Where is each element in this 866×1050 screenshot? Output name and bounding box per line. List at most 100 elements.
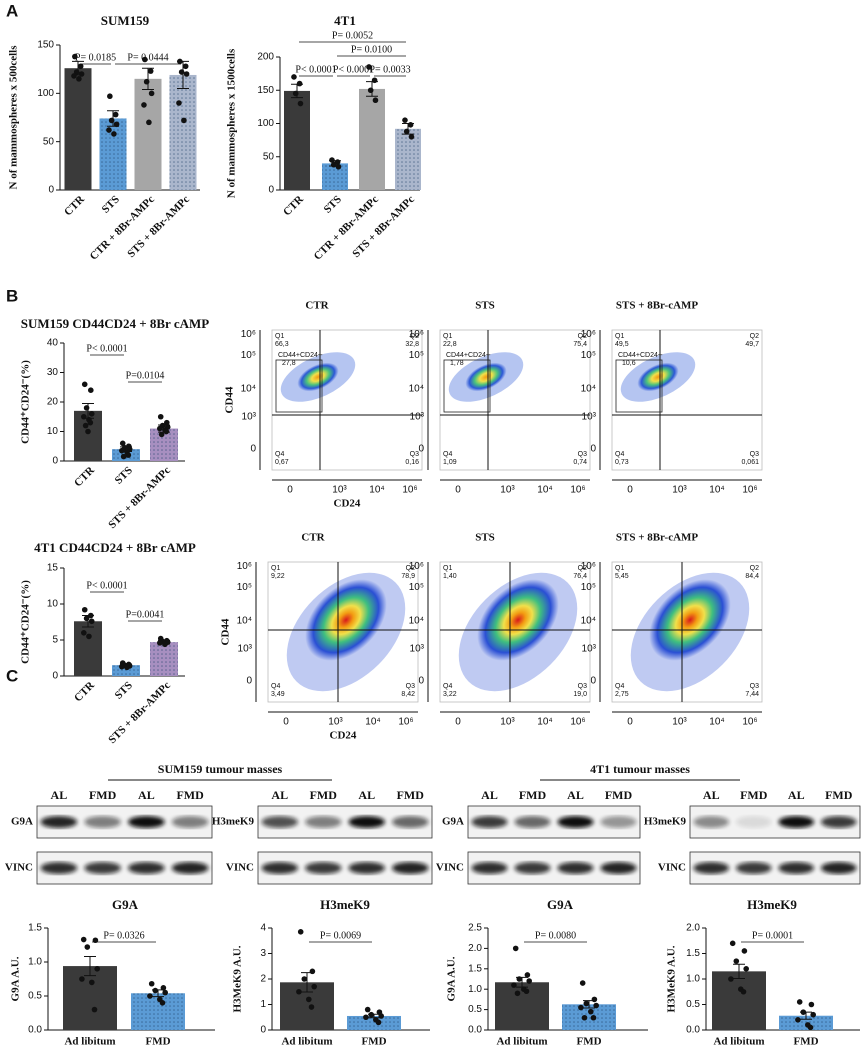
flow-y-tick-label: 10⁶ — [409, 561, 424, 572]
data-point — [182, 63, 189, 70]
chart-title: SUM159 — [101, 13, 150, 28]
data-point — [583, 1000, 590, 1007]
x-tick-label: FMD — [793, 1036, 818, 1048]
x-tick-label: FMD — [361, 1036, 386, 1048]
p-value: P= 0.0033 — [369, 64, 410, 75]
x-tick-label: Ad libitum — [496, 1036, 547, 1048]
quadrant-value: 9,22 — [271, 573, 285, 580]
x-tick-label: STS + 8Br-AMPc — [350, 193, 417, 260]
p-value: P= 0.0444 — [127, 52, 168, 63]
data-point — [306, 996, 312, 1003]
data-point — [524, 972, 531, 978]
flow-frame — [611, 561, 763, 703]
data-point — [795, 1017, 801, 1023]
data-point — [593, 1002, 599, 1009]
blot-band — [557, 816, 594, 828]
flow-x-tick-label: 10³ — [672, 485, 687, 496]
data-point — [152, 987, 159, 994]
flow-y-tick-label: 10⁴ — [241, 383, 256, 394]
data-point — [590, 1014, 597, 1021]
blot-protein-label: VINC — [436, 862, 464, 874]
bar-pattern — [112, 665, 140, 676]
y-tick-label: 2.5 — [468, 923, 482, 934]
blot-group-title: SUM159 tumour masses — [158, 762, 283, 776]
data-point — [511, 982, 517, 988]
bar-pattern — [395, 128, 421, 190]
quadrant-value: 8,42 — [401, 691, 415, 698]
quadrant-name: Q2 — [750, 333, 759, 340]
flow-x-tick-label: 0 — [455, 485, 461, 496]
flow-x-tick-label: 10⁶ — [570, 717, 585, 728]
p-value: P=0.0041 — [126, 609, 165, 620]
bar — [712, 971, 766, 1030]
data-point — [113, 121, 120, 128]
flow-y-tick-label: 10⁶ — [581, 561, 596, 572]
data-point — [591, 996, 598, 1003]
data-point — [335, 163, 342, 170]
data-point — [142, 56, 148, 63]
flow-x-tick-label: 0 — [287, 485, 293, 496]
flow-y-tick-label: 10³ — [410, 643, 425, 654]
flow-title: STS + 8Br-cAMP — [616, 532, 699, 544]
quadrant-value: 49,7 — [745, 341, 759, 348]
gate-label: CD44+CD24-- — [278, 352, 323, 359]
data-point — [297, 929, 304, 935]
data-point — [366, 64, 372, 70]
flow-y-tick-label: 10⁴ — [409, 615, 424, 626]
flow-y-tick-label: 10⁴ — [581, 615, 596, 626]
data-point — [526, 978, 532, 984]
p-value: P= 0.0001 — [752, 930, 793, 941]
data-point — [86, 633, 92, 640]
flow-x-tick-label: 10⁴ — [365, 717, 380, 728]
data-point — [78, 71, 85, 77]
lane-label: FMD — [397, 788, 425, 802]
quadrant-name: Q4 — [443, 683, 452, 690]
data-point — [512, 945, 519, 952]
data-point — [119, 447, 125, 454]
flow-title: STS — [475, 300, 495, 312]
blot-band — [391, 862, 429, 874]
y-tick-label: 0 — [48, 185, 54, 196]
density-core — [465, 362, 507, 392]
flow-y-tick-label: 0 — [590, 444, 596, 455]
blot-band — [391, 816, 429, 828]
data-point — [81, 381, 88, 388]
flow-y-tick-label: 10⁵ — [409, 350, 424, 361]
flow-y-tick-label: 10⁶ — [581, 329, 596, 340]
flow-y-tick-label: 10³ — [242, 411, 257, 422]
data-point — [111, 131, 117, 137]
y-tick-label: 0 — [52, 671, 58, 682]
gate-label: CD44+CD24-- — [618, 352, 663, 359]
flow-y-tick-label: 10⁵ — [409, 582, 424, 593]
data-point — [157, 425, 163, 432]
flow-y-tick-label: 0 — [418, 676, 424, 687]
flow-x-label: CD24 — [334, 498, 361, 510]
data-point — [160, 985, 167, 991]
density-core — [649, 579, 731, 661]
chart-title: G9A — [547, 897, 574, 912]
quadrant-name: Q3 — [578, 451, 587, 458]
p-value: P= 0.0052 — [332, 30, 373, 41]
data-point — [76, 76, 82, 82]
gate — [615, 359, 663, 413]
quadrant-name: Q4 — [443, 451, 452, 458]
data-point — [147, 993, 153, 999]
density-core — [297, 362, 339, 392]
blot-protein-label: VINC — [5, 862, 33, 874]
flow-x-tick-label: 0 — [627, 717, 633, 728]
data-point — [143, 78, 150, 85]
blot-band — [514, 816, 551, 828]
y-tick-label: 0.5 — [468, 1004, 482, 1015]
quadrant-value: 84,4 — [745, 573, 759, 580]
x-tick-label: Ad libitum — [64, 1036, 115, 1048]
flow-title: CTR — [305, 300, 329, 312]
data-point — [516, 976, 523, 982]
blot-band — [514, 862, 551, 874]
quadrant-value: 5,45 — [615, 573, 629, 580]
chart-title: H3meK9 — [747, 897, 797, 912]
blot-band — [261, 816, 299, 828]
blot-band — [348, 862, 386, 874]
p-value: P< 0.0001 — [86, 580, 127, 591]
blot-band — [128, 862, 165, 874]
quadrant-name: Q2 — [578, 333, 587, 340]
